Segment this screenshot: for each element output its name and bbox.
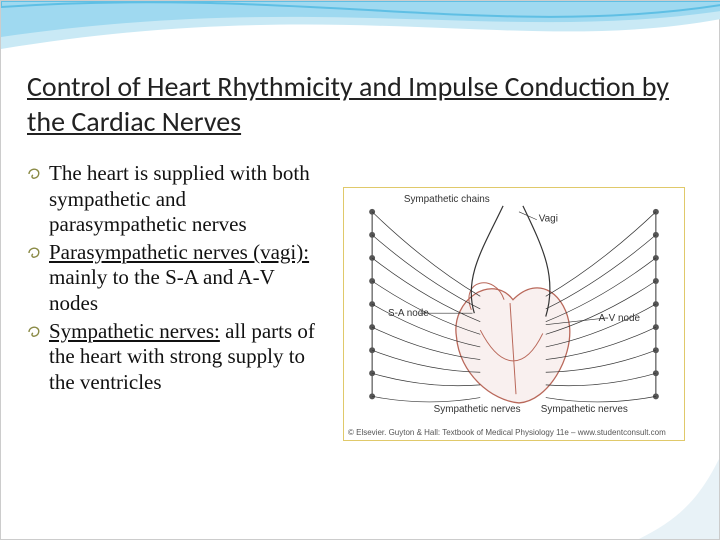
svg-text:Vagi: Vagi <box>539 214 558 225</box>
swirl-icon <box>27 246 41 260</box>
figure-attribution: © Elsevier. Guyton & Hall: Textbook of M… <box>348 428 680 437</box>
swirl-icon <box>27 325 41 339</box>
corner-accent <box>639 459 719 539</box>
page-title: Control of Heart Rhythmicity and Impulse… <box>27 69 693 139</box>
bullet-list: The heart is supplied with both sympathe… <box>27 161 327 441</box>
svg-text:S-A node: S-A node <box>388 308 429 319</box>
bullet-text: The heart is supplied with both sympathe… <box>49 161 310 236</box>
svg-text:A-V node: A-V node <box>599 313 641 324</box>
svg-text:Sympathetic nerves: Sympathetic nerves <box>541 404 628 415</box>
figure-svg: Sympathetic chains Vagi S-A node A-V node Sy… <box>344 188 684 440</box>
heart-nerves-figure: Sympathetic chains Vagi S-A node A-V node Sy… <box>343 187 685 441</box>
bullet-lead: Parasympathetic nerves (vagi): <box>49 240 309 264</box>
bullet-item: Parasympathetic nerves (vagi): mainly to… <box>27 240 327 317</box>
bullet-text: mainly to the S-A and A-V nodes <box>49 265 274 315</box>
svg-text:Sympathetic chains: Sympathetic chains <box>404 194 490 205</box>
swirl-icon <box>27 167 41 181</box>
bullet-item: The heart is supplied with both sympathe… <box>27 161 327 238</box>
bullet-lead: Sympathetic nerves: <box>49 319 220 343</box>
bullet-item: Sympathetic nerves: all parts of the hea… <box>27 319 327 396</box>
svg-text:Sympathetic nerves: Sympathetic nerves <box>434 404 521 415</box>
